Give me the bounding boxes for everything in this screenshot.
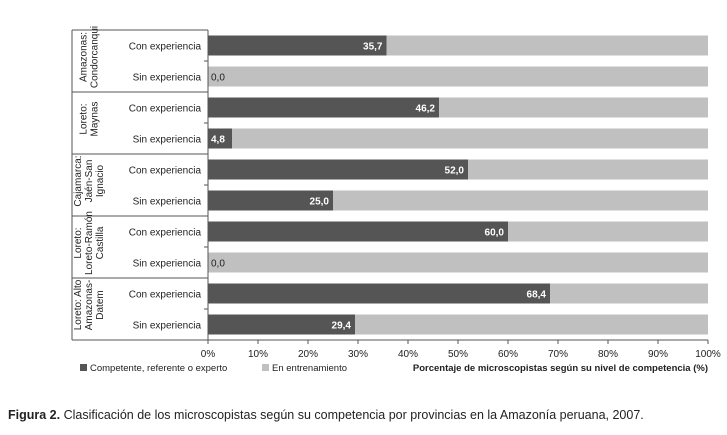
bar-value-label: 60,0 xyxy=(485,228,505,239)
bar-value-label: 25,0 xyxy=(310,197,330,208)
x-tick-label: 40% xyxy=(398,349,418,360)
category-label: Sin experiencia xyxy=(133,259,202,270)
bar-competent xyxy=(208,128,232,149)
bar-competent xyxy=(208,35,387,56)
x-tick-label: 20% xyxy=(298,349,318,360)
category-label: Con experiencia xyxy=(129,104,202,115)
legend-swatch-competent xyxy=(80,364,87,371)
category-label: Sin experiencia xyxy=(133,135,202,146)
bar-value-label: 35,7 xyxy=(363,42,383,53)
bar-competent xyxy=(208,314,355,335)
bar-competent xyxy=(208,190,333,211)
group-label: Ignacio xyxy=(95,164,106,197)
group-label: Amazonas: xyxy=(79,32,90,82)
legend-label-competent: Competente, referente o experto xyxy=(90,363,227,374)
group-label: Maynas xyxy=(90,101,101,136)
bar-value-label: 29,4 xyxy=(332,321,352,332)
legend-label-training: En entrenamiento xyxy=(272,363,347,374)
group-label: Loreto-Ramón xyxy=(84,211,95,275)
category-label: Sin experiencia xyxy=(133,321,202,332)
category-label: Sin experiencia xyxy=(133,197,202,208)
category-label: Con experiencia xyxy=(129,228,202,239)
group-label: Castilla xyxy=(95,226,106,259)
x-tick-label: 60% xyxy=(498,349,518,360)
group-label: Cajamarca: xyxy=(73,155,84,206)
bar-competent xyxy=(208,283,550,304)
x-tick-label: 30% xyxy=(348,349,368,360)
bar-competent xyxy=(208,97,439,118)
bar-competent xyxy=(208,159,468,180)
x-tick-label: 90% xyxy=(648,349,668,360)
group-label: Loreto: xyxy=(79,103,90,134)
x-tick-label: 50% xyxy=(448,349,468,360)
x-tick-label: 100% xyxy=(695,349,721,360)
bar-training xyxy=(355,314,708,335)
group-label: Amazonas- xyxy=(84,280,95,331)
category-label: Con experiencia xyxy=(129,166,202,177)
chart: 35,7 Con experiencia 0,0 Sin experiencia 46,… xyxy=(71,26,721,374)
category-label: Con experiencia xyxy=(129,290,202,301)
bar-competent xyxy=(208,221,508,242)
bar-training xyxy=(386,35,708,56)
bar-training xyxy=(333,190,708,211)
bar-value-label: 46,2 xyxy=(416,104,436,115)
group-label: Condorcanqui xyxy=(90,26,101,88)
bar-value-label: 68,4 xyxy=(527,290,547,301)
x-tick-label: 80% xyxy=(598,349,618,360)
bar-value-label: 52,0 xyxy=(445,166,465,177)
figure-caption: Figura 2. Clasificación de los microscop… xyxy=(8,408,644,422)
x-axis-title: Porcentaje de microscopistas según su ni… xyxy=(413,363,708,374)
category-label: Con experiencia xyxy=(129,42,202,53)
x-tick-label: 0% xyxy=(201,349,216,360)
group-label: Jaén-San xyxy=(84,160,95,203)
bar-training xyxy=(208,252,708,273)
legend-swatch-training xyxy=(262,364,269,371)
bar-training xyxy=(508,221,708,242)
bar-training xyxy=(208,66,708,87)
bar-training xyxy=(550,283,708,304)
x-tick-label: 10% xyxy=(248,349,268,360)
group-label: Datem xyxy=(95,290,106,319)
bar-training xyxy=(439,97,708,118)
caption-text: Clasificación de los microscopistas segú… xyxy=(60,408,644,422)
bar-training xyxy=(232,128,708,149)
x-tick-label: 70% xyxy=(548,349,568,360)
group-label: Loreto: xyxy=(73,227,84,258)
bar-training xyxy=(468,159,708,180)
bar-value-label: 0,0 xyxy=(211,73,225,84)
category-label: Sin experiencia xyxy=(133,73,202,84)
caption-label: Figura 2. xyxy=(8,408,61,422)
bar-value-label: 4,8 xyxy=(211,135,225,146)
group-label: Loreto: Alto xyxy=(73,279,84,330)
bar-value-label: 0,0 xyxy=(211,259,225,270)
